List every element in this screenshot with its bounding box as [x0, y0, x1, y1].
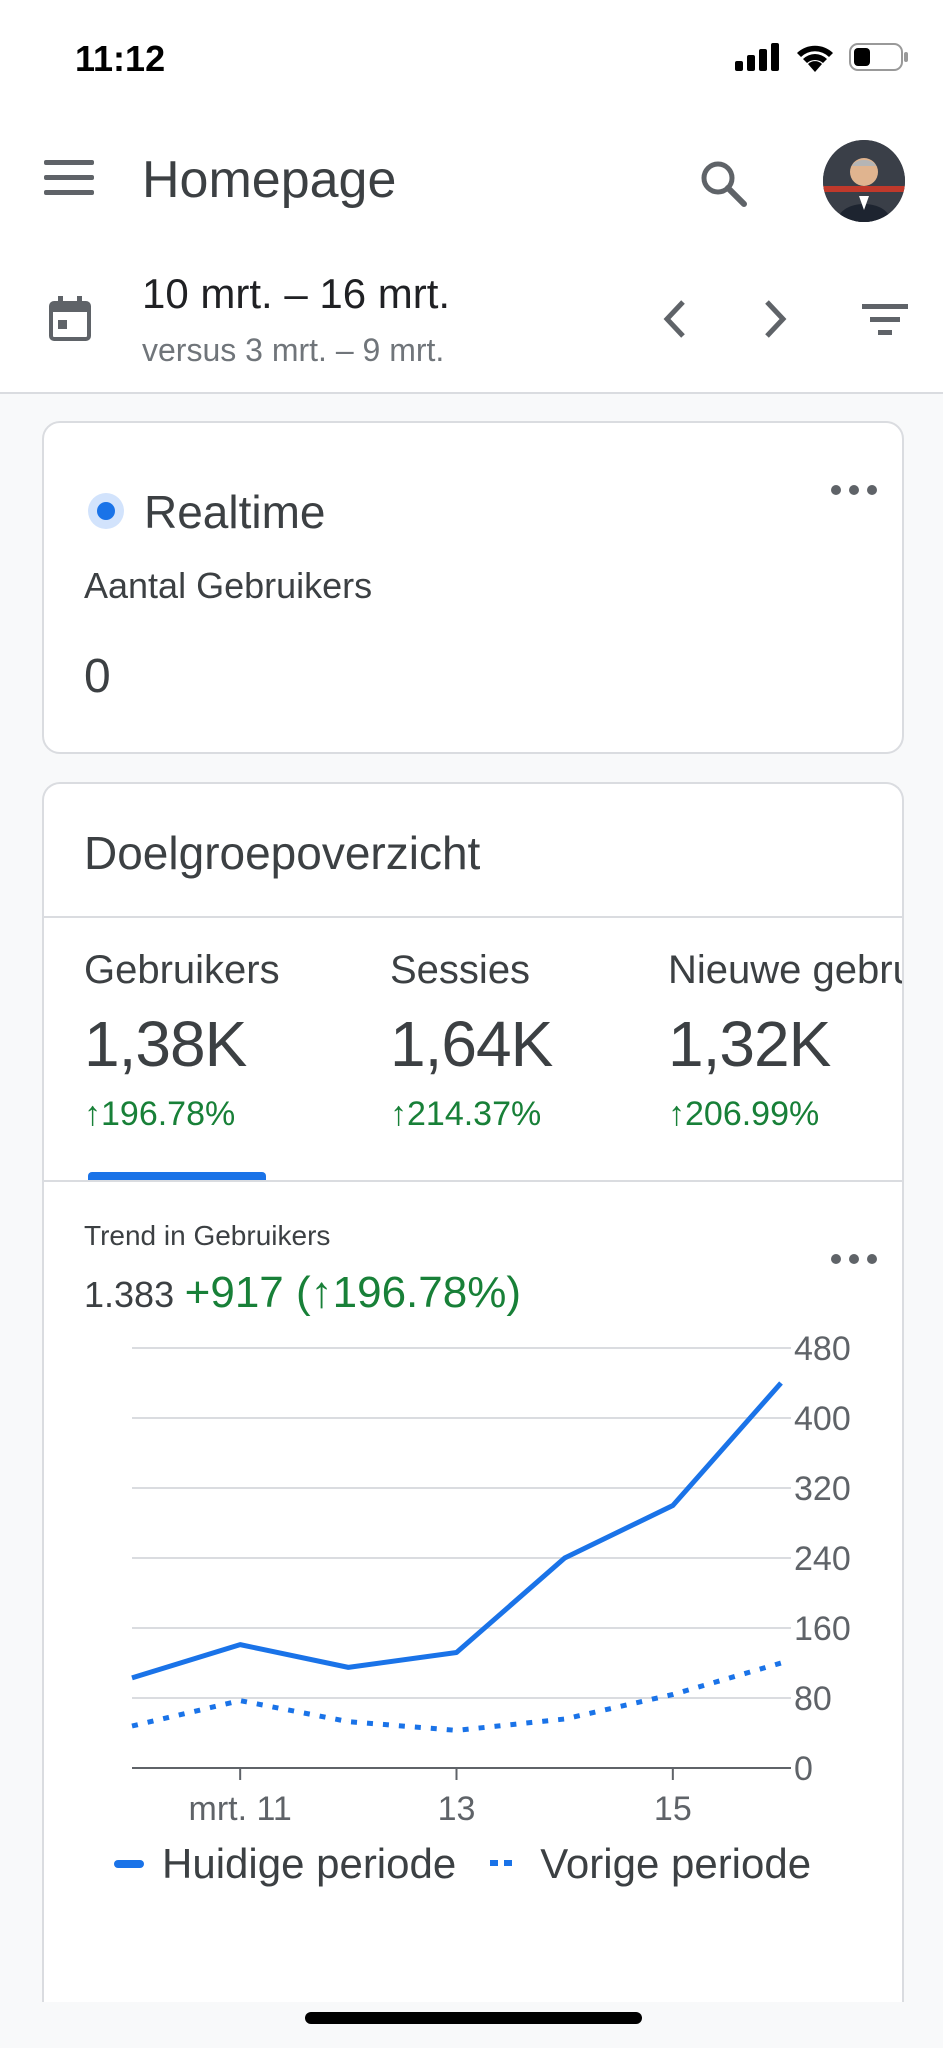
x-tick-label: 15 — [654, 1790, 692, 1828]
realtime-title: Realtime — [144, 486, 326, 538]
legend-dotted-swatch — [490, 1860, 520, 1868]
legend-label: Vorige periode — [540, 1840, 812, 1887]
metric-label: Gebruikers — [84, 948, 280, 992]
y-tick-label: 320 — [794, 1470, 851, 1508]
legend-label: Huidige periode — [162, 1840, 457, 1887]
cellular-signal-icon — [735, 43, 779, 71]
y-tick-label: 400 — [794, 1400, 851, 1438]
realtime-metric-value: 0 — [84, 650, 111, 703]
metric-value: 1,32K — [668, 1008, 831, 1080]
x-tick-label: 13 — [438, 1790, 476, 1828]
metric-label: Nieuwe gebruikers — [668, 948, 902, 992]
trend-summary: 1.383 +917 (↑196.78%) — [84, 1268, 521, 1318]
trend-total: 1.383 — [84, 1274, 175, 1315]
filter-icon[interactable] — [862, 302, 908, 338]
y-tick-label: 480 — [794, 1330, 851, 1368]
metric-tabs: Gebruikers 1,38K ↑196.78% Sessies 1,64K … — [44, 918, 902, 1180]
legend-current-period: Huidige periode — [114, 1840, 456, 1888]
realtime-metric-label: Aantal Gebruikers — [84, 565, 373, 606]
more-options-icon[interactable] — [829, 1252, 879, 1266]
status-icons — [735, 42, 909, 72]
audience-overview-card: Doelgroepoverzicht Gebruikers 1,38K ↑196… — [42, 782, 904, 2002]
y-tick-label: 160 — [794, 1610, 851, 1648]
menu-icon[interactable] — [44, 160, 94, 200]
date-range-label[interactable]: 10 mrt. – 16 mrt. — [142, 270, 451, 317]
metric-change: ↑196.78% — [84, 1095, 236, 1133]
metric-change: ↑206.99% — [668, 1095, 820, 1133]
divider — [44, 916, 902, 918]
y-tick-label: 0 — [794, 1750, 813, 1788]
series-line-previous — [131, 1660, 782, 1733]
date-range-bar: 10 mrt. – 16 mrt. versus 3 mrt. – 9 mrt. — [0, 240, 943, 394]
legend-solid-swatch — [114, 1860, 144, 1868]
realtime-indicator — [88, 493, 124, 529]
y-tick-label: 80 — [794, 1680, 832, 1718]
legend-previous-period: Vorige periode — [490, 1840, 811, 1888]
date-compare-label: versus 3 mrt. – 9 mrt. — [142, 332, 445, 368]
status-bar: 11:12 — [0, 0, 943, 120]
search-icon[interactable] — [696, 156, 752, 212]
trend-delta: +917 (↑196.78%) — [184, 1268, 521, 1317]
realtime-card[interactable]: Realtime Aantal Gebruikers 0 — [42, 421, 904, 754]
metric-change: ↑214.37% — [390, 1095, 542, 1133]
chevron-left-icon[interactable] — [655, 294, 695, 344]
app-bar: Homepage — [0, 120, 943, 240]
divider — [44, 1180, 902, 1182]
avatar[interactable] — [823, 140, 905, 222]
metric-tab-sessions[interactable]: Sessies 1,64K ↑214.37% — [390, 948, 553, 1134]
audience-title: Doelgroepoverzicht — [84, 827, 481, 879]
chart-legend: Huidige periode Vorige periode — [114, 1840, 845, 1888]
home-indicator — [305, 2012, 642, 2024]
metric-value: 1,64K — [390, 1008, 553, 1080]
series-line-current — [131, 1381, 783, 1681]
metric-tab-users[interactable]: Gebruikers 1,38K ↑196.78% — [84, 948, 280, 1134]
selected-tab-indicator — [88, 1172, 266, 1180]
metric-label: Sessies — [390, 948, 531, 992]
x-tick-label: mrt. 11 — [189, 1790, 292, 1828]
avatar-image — [823, 140, 905, 222]
trend-line-chart: 0 80 160 240 320 400 480 mrt. 11 13 15 — [131, 1330, 851, 1828]
status-time: 11:12 — [75, 38, 166, 79]
more-options-icon[interactable] — [829, 483, 879, 497]
metric-tab-new-users[interactable]: Nieuwe gebruikers 1,32K ↑206.99% — [668, 948, 902, 1134]
page-title: Homepage — [142, 151, 397, 209]
y-tick-label: 240 — [794, 1540, 851, 1578]
chevron-right-icon[interactable] — [755, 294, 795, 344]
wifi-icon — [797, 45, 833, 72]
battery-icon — [849, 43, 908, 71]
metric-value: 1,38K — [84, 1008, 247, 1080]
calendar-icon[interactable] — [48, 296, 92, 342]
trend-title: Trend in Gebruikers — [84, 1220, 331, 1251]
